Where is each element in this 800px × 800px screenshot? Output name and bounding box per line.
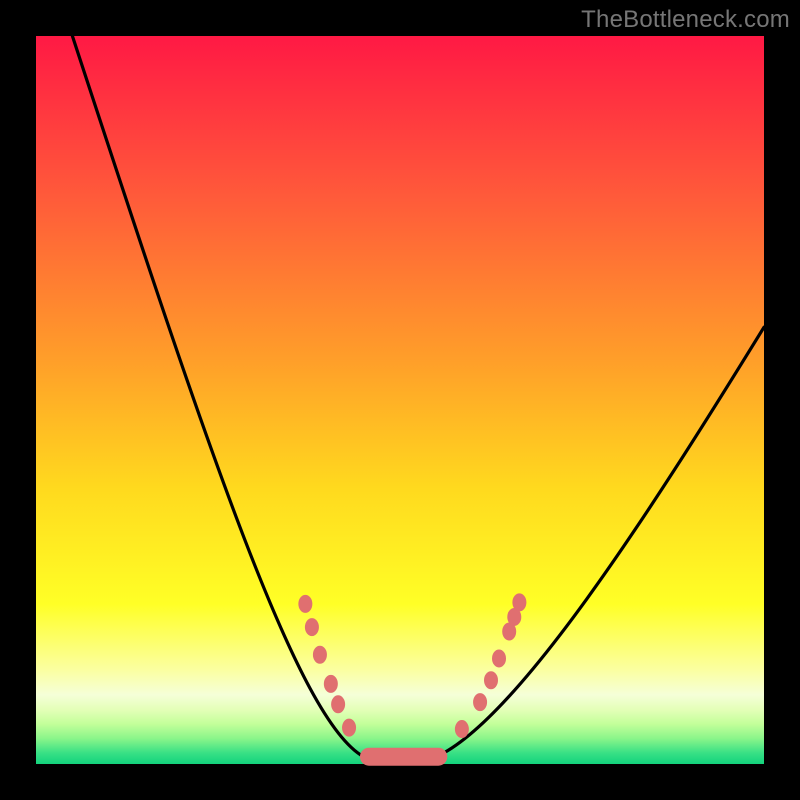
bottom-marker-bar	[360, 748, 447, 766]
marker-dot-left	[305, 618, 319, 636]
marker-dot-left	[298, 595, 312, 613]
marker-dot-right	[484, 671, 498, 689]
marker-dot-left	[342, 719, 356, 737]
watermark-text: TheBottleneck.com	[581, 6, 790, 34]
marker-dot-right	[455, 720, 469, 738]
marker-dot-left	[324, 675, 338, 693]
marker-dot-left	[313, 646, 327, 664]
marker-dot-left	[331, 695, 345, 713]
plot-background-gradient	[36, 36, 764, 764]
chart-canvas: TheBottleneck.com	[0, 0, 800, 800]
marker-dot-right	[512, 593, 526, 611]
marker-dot-right	[473, 693, 487, 711]
bottleneck-v-curve-chart	[0, 0, 800, 800]
marker-dot-right	[492, 649, 506, 667]
